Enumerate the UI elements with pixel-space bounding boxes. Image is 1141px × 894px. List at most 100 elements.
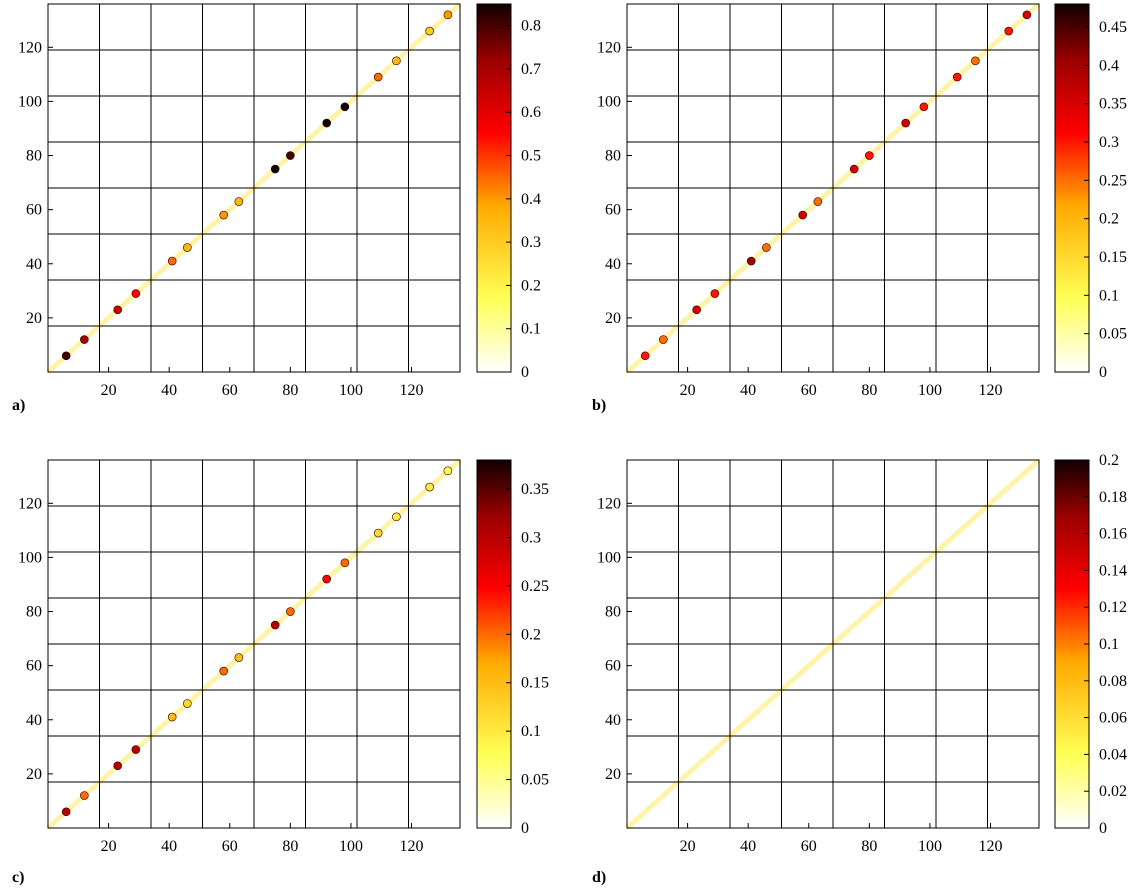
x-tick-label: 20: [101, 838, 117, 855]
y-tick-label: 80: [26, 604, 42, 621]
colorbar-tick-label: 0.15: [1099, 249, 1127, 266]
colorbar-tick-label: 0.25: [521, 578, 549, 595]
colorbar-tick-label: 0.02: [1099, 783, 1127, 800]
panel-c: 20 40 60 80 100 120 20 40 60 80 100 120 0 0.05 0.1 0.…: [12, 458, 549, 886]
diagonal-peak: [219, 210, 229, 220]
y-tick-label: 120: [597, 39, 621, 56]
y-tick-label: 20: [605, 766, 621, 783]
diagonal-peak: [425, 26, 435, 36]
colorbar-tick-label: 0.2: [1099, 211, 1119, 228]
diagonal-peak: [640, 351, 650, 361]
diagonal-peak: [183, 699, 192, 708]
colorbar-tick-label: 0.3: [521, 234, 541, 251]
colorbar-tick-label: 0.06: [1099, 710, 1127, 727]
x-tick-label: 120: [979, 382, 1003, 399]
colorbar-tick-label: 0.14: [1099, 562, 1127, 579]
panel-a: 20 40 60 80 100 120 20 40 60 80 100 120 0 0.1 0.2 0.3…: [12, 2, 541, 414]
colorbar-tick-label: 0.12: [1099, 599, 1127, 616]
colorbar-tick-label: 0.7: [521, 61, 541, 78]
y-tick-label: 120: [18, 39, 42, 56]
heatmap-d-x-ticks: 20 40 60 80 100 120: [680, 823, 1003, 855]
colorbar-tick-label: 0.25: [1099, 172, 1127, 189]
colorbar-d: 0 0.02 0.04 0.06 0.08 0.1 0.12 0.14 0.16 0.18 0.2: [1054, 452, 1127, 837]
colorbar-tick-label: 0.35: [521, 481, 549, 498]
diagonal-peak: [798, 210, 808, 220]
colorbar-tick-label: 0.08: [1099, 673, 1127, 690]
colorbar-tick-label: 0.35: [1099, 96, 1127, 113]
x-tick-label: 20: [680, 382, 696, 399]
diagonal-peak: [322, 574, 332, 584]
diagonal-peak: [813, 197, 823, 206]
colorbar-tick-label: 0.1: [521, 321, 541, 338]
colorbar-tick-label: 0.45: [1099, 19, 1127, 36]
diagonal-peak: [131, 745, 141, 754]
colorbar-tick-label: 0.1: [1099, 287, 1119, 304]
y-tick-label: 60: [605, 658, 621, 675]
panel-label-c: c): [12, 869, 24, 886]
x-tick-label: 80: [861, 382, 877, 399]
y-tick-label: 100: [18, 549, 42, 566]
heatmap-b-content: [625, 2, 1041, 374]
colorbar-tick-label: 0.2: [521, 626, 541, 643]
diagonal-peak: [659, 335, 668, 344]
colorbar-tick-label: 0: [521, 364, 529, 381]
colorbar-tick-label: 0.5: [521, 148, 541, 165]
diagonal-peak: [340, 558, 350, 568]
heatmap-b-frame: [626, 3, 1040, 373]
diagonal-peak: [61, 807, 71, 817]
diagonal-peak: [340, 102, 350, 112]
heatmap-d-content: [625, 458, 1041, 830]
colorbar-tick-label: 0.3: [1099, 134, 1119, 151]
diagonal-peak: [443, 10, 453, 20]
x-tick-label: 100: [339, 838, 363, 855]
heatmap-c-content: [46, 458, 462, 830]
diagonal-peak: [113, 761, 122, 771]
colorbar-tick-label: 0.04: [1099, 746, 1127, 763]
diagonal-peak: [234, 653, 244, 662]
colorbar-tick-label: 0: [521, 820, 529, 837]
colorbar-tick-label: 0: [1099, 364, 1107, 381]
x-tick-label: 120: [400, 382, 424, 399]
diagonal-peak: [971, 56, 980, 66]
heatmap-d-y-ticks: 20 40 60 80 100 120: [597, 495, 632, 783]
diagonal-peak: [849, 164, 859, 174]
diagonal-peak: [167, 712, 177, 722]
diagonal-peak: [762, 243, 771, 252]
colorbar-tick-label: 0.16: [1099, 526, 1127, 543]
y-tick-label: 60: [605, 202, 621, 219]
diagonal-peak: [1004, 26, 1014, 36]
x-tick-label: 40: [740, 838, 756, 855]
colorbar-gradient: [476, 459, 512, 829]
x-tick-label: 40: [161, 838, 177, 855]
x-tick-label: 80: [282, 838, 298, 855]
y-tick-label: 20: [26, 766, 42, 783]
diagonal-peak: [425, 482, 435, 492]
diagonal-peak: [167, 256, 177, 266]
diagonal-peak: [286, 607, 295, 616]
colorbar-tick-label: 0.05: [1099, 326, 1127, 343]
diagonal-peak: [1022, 10, 1032, 20]
heatmap-b-y-ticks: 20 40 60 80 100 120: [597, 39, 632, 327]
colorbar-tick-label: 0.2: [521, 277, 541, 294]
x-tick-label: 100: [918, 382, 942, 399]
diagonal-peak: [270, 164, 280, 174]
y-tick-label: 40: [26, 256, 42, 273]
diagonal-peak: [286, 151, 295, 160]
colorbar-tick-label: 0.2: [1099, 452, 1119, 469]
heatmap-c-x-ticks: 20 40 60 80 100 120: [101, 823, 424, 855]
colorbar-a: 0 0.1 0.2 0.3 0.4 0.5 0.6 0.7 0.8: [476, 3, 541, 381]
diagonal-peak: [919, 102, 929, 112]
colorbar-gradient: [1054, 3, 1090, 373]
x-tick-label: 80: [861, 838, 877, 855]
y-tick-label: 40: [26, 712, 42, 729]
diagonal-peak: [746, 256, 756, 266]
colorbar-tick-label: 0.05: [521, 772, 549, 789]
x-tick-label: 60: [801, 838, 817, 855]
panel-label-d: d): [592, 869, 606, 886]
colorbar-tick-label: 0.1: [521, 723, 541, 740]
panel-b: 20 40 60 80 100 120 20 40 60 80 100 120 0 0.05 0.1 0.…: [592, 2, 1127, 414]
y-tick-label: 120: [597, 495, 621, 512]
x-tick-label: 40: [161, 382, 177, 399]
heatmap-a-frame: [47, 3, 461, 373]
